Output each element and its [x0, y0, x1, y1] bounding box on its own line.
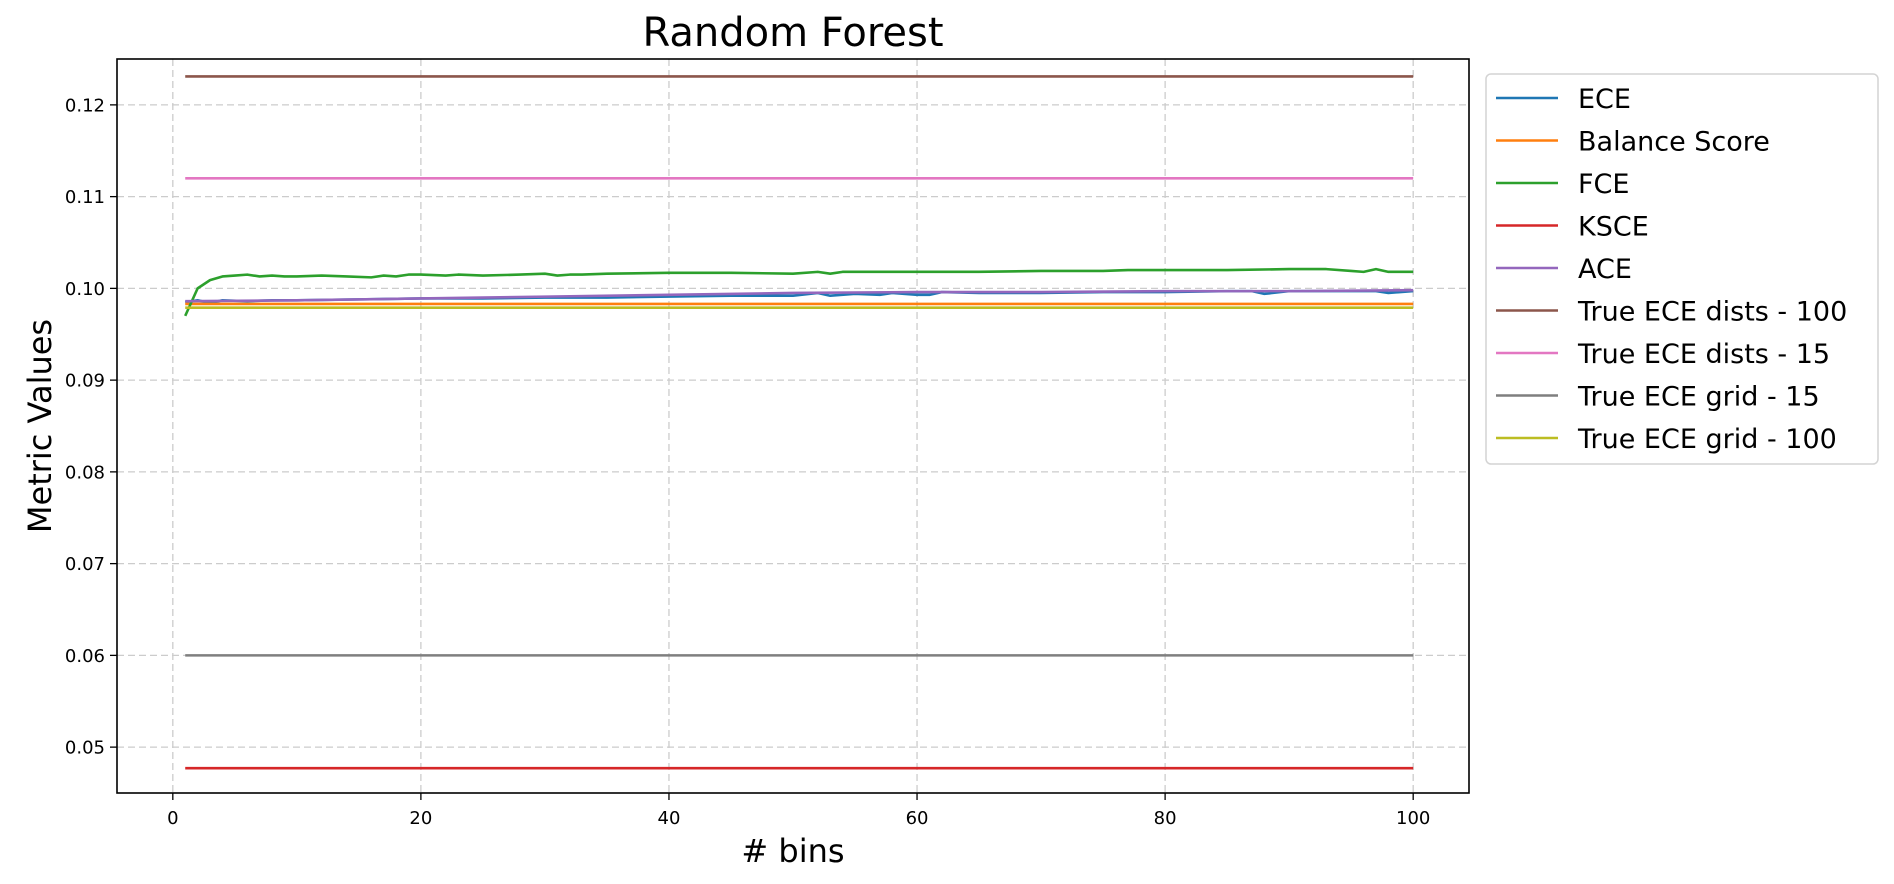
- legend-entry: KSCE: [1578, 212, 1649, 243]
- y-axis-label: Metric Values: [21, 319, 59, 533]
- series-line-ace: [185, 288, 1414, 303]
- legend-entry: True ECE dists - 15: [1577, 339, 1830, 370]
- y-tick-label: 0.06: [65, 646, 105, 667]
- x-tick-label: 100: [1396, 808, 1430, 829]
- y-tick-label: 0.09: [65, 371, 105, 392]
- x-tick-label: 40: [658, 808, 681, 829]
- legend-entry: ACE: [1578, 254, 1632, 285]
- y-tick-label: 0.07: [65, 554, 105, 575]
- series-line-fce: [184, 267, 1414, 317]
- axis-ticks: 0 20 40 60 80 100 0.05 0.06 0.07 0.08 0.09 0.10 0.11…: [65, 95, 1430, 829]
- x-tick-label: 20: [409, 808, 432, 829]
- legend-entry: True ECE grid - 100: [1577, 424, 1837, 455]
- plot-lines: [184, 75, 1414, 770]
- y-tick-label: 0.08: [65, 462, 105, 483]
- legend-entry: True ECE grid - 15: [1577, 382, 1820, 413]
- x-axis-label: # bins: [741, 832, 844, 870]
- legend-entry: True ECE dists - 100: [1577, 297, 1847, 328]
- y-tick-label: 0.12: [65, 95, 105, 116]
- chart-title: Random Forest: [642, 10, 943, 56]
- legend-entry: FCE: [1578, 169, 1629, 200]
- legend-entry: ECE: [1578, 84, 1631, 115]
- legend-entry: Balance Score: [1578, 127, 1770, 158]
- x-tick-label: 60: [906, 808, 929, 829]
- plot-frame: [116, 58, 1470, 794]
- x-tick-label: 80: [1154, 808, 1177, 829]
- y-tick-label: 0.11: [65, 187, 105, 208]
- legend-box: [1485, 73, 1879, 465]
- y-tick-label: 0.10: [65, 279, 105, 300]
- x-tick-label: 0: [167, 808, 178, 829]
- legend: ECE Balance Score FCE KSCE ACE True ECE dists…: [1485, 73, 1879, 465]
- y-tick-label: 0.05: [65, 738, 105, 759]
